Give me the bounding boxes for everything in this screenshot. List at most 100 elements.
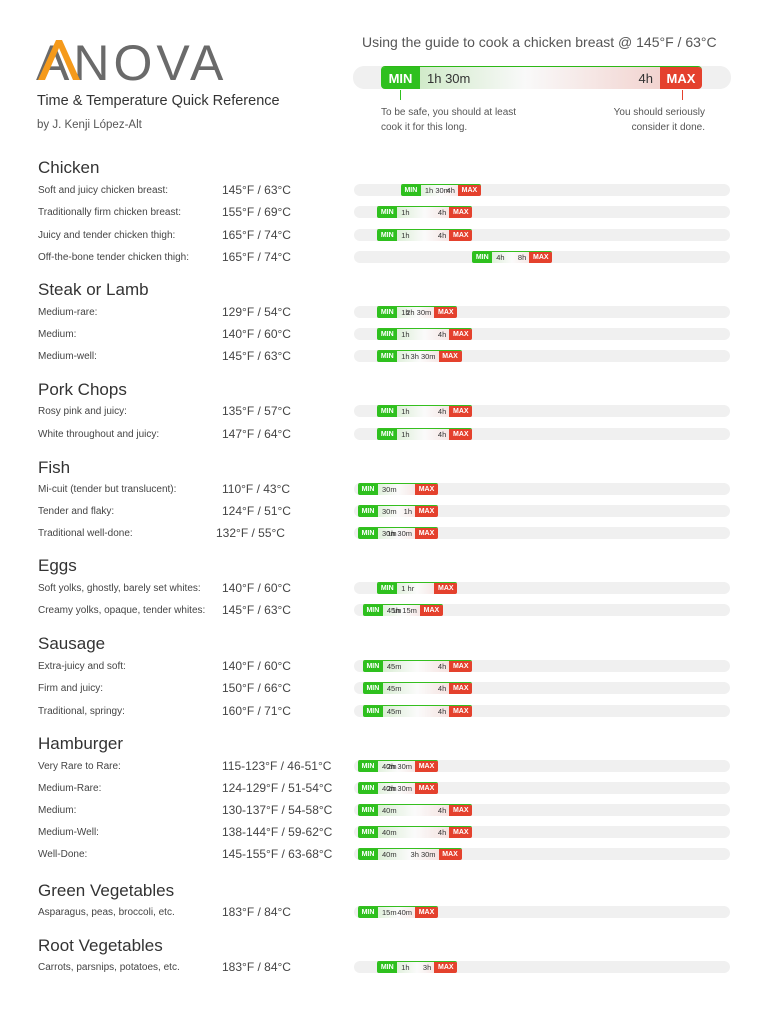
time-track <box>354 483 730 495</box>
time-range-bar: MIN 40m 2h 30m MAX <box>358 782 438 794</box>
max-badge: MAX <box>449 429 473 440</box>
max-badge: MAX <box>529 251 553 263</box>
min-badge: MIN <box>358 761 378 772</box>
example-max-time: 4h <box>638 70 653 86</box>
min-badge: MIN <box>377 307 398 318</box>
row-temperature: 115-123°F / 46-51°C <box>222 759 332 773</box>
min-badge: MIN <box>377 329 398 340</box>
section-title: Fish <box>38 458 71 477</box>
row-temperature: 160°F / 71°C <box>222 703 291 718</box>
row-temperature: 130-137°F / 54-58°C <box>222 803 333 817</box>
max-badge: MAX <box>449 329 473 340</box>
min-badge: MIN <box>377 351 398 362</box>
row-label: Traditional, springy: <box>38 705 125 717</box>
min-badge: MIN <box>362 605 383 616</box>
min-badge: MIN <box>377 229 398 241</box>
time-track <box>354 527 730 539</box>
section-title: Sausage <box>38 634 106 653</box>
time-range-bar: MIN 45m 4h MAX <box>362 682 473 695</box>
min-badge: MIN <box>358 805 378 816</box>
row-temperature: 145-155°F / 63-68°C <box>222 847 333 861</box>
max-badge: MAX <box>457 185 481 196</box>
example-max-note: You should seriously consider it done. <box>613 107 705 133</box>
time-track <box>354 760 730 772</box>
min-time: 40m <box>382 784 397 793</box>
max-time: 3h 30m <box>410 850 436 859</box>
max-badge: MAX <box>449 705 473 717</box>
time-track <box>354 505 730 517</box>
min-badge: MIN <box>362 683 383 695</box>
max-time: 4h <box>437 208 447 218</box>
row-temperature: 145°F / 63°C <box>222 603 291 617</box>
row-temperature: 110°F / 43°C <box>222 482 291 496</box>
max-badge: MAX <box>434 962 458 973</box>
time-range-bar: MIN 1h 3h MAX <box>377 961 458 973</box>
row-temperature: 124°F / 51°C <box>222 504 291 518</box>
row-label: Traditional well-done: <box>38 528 133 539</box>
min-badge: MIN <box>400 185 421 196</box>
max-time: 4h <box>446 186 455 195</box>
time-range-bar: MIN 1 hr MAX <box>377 582 458 594</box>
section-title: Steak or Lamb <box>38 280 149 299</box>
min-badge: MIN <box>377 583 398 594</box>
min-badge: MIN <box>472 251 493 263</box>
min-time: 45m <box>386 684 402 694</box>
time-range-bar: MIN 45m 4h MAX <box>362 660 473 672</box>
min-time: 45m <box>386 662 402 671</box>
time-range-bar: MIN 4h 8h MAX <box>472 250 553 263</box>
max-badge: MAX <box>449 661 473 672</box>
min-badge: MIN <box>362 661 383 672</box>
row-label: Traditionally firm chicken breast: <box>38 207 182 219</box>
row-temperature: 165°F / 74°C <box>222 249 291 264</box>
min-time: 40m <box>382 850 397 859</box>
max-badge: MAX <box>449 207 473 219</box>
row-label: White throughout and juicy: <box>38 429 160 440</box>
guide-example-title: Using the guide to cook a chicken breast… <box>362 34 717 50</box>
max-badge: MAX <box>415 484 438 495</box>
section-title: Green Vegetables <box>38 881 175 900</box>
example-min-tick <box>400 90 401 100</box>
time-range-bar: MIN 40m 3h 30m MAX <box>358 848 462 860</box>
max-badge: MAX <box>434 583 458 594</box>
min-badge: MIN <box>377 429 398 440</box>
time-track <box>354 906 730 918</box>
time-range-bar: MIN 1h 3h 30m MAX <box>377 350 462 362</box>
min-time: 1h 30m <box>424 186 450 195</box>
row-label: Very Rare to Rare: <box>38 761 121 772</box>
max-badge: MAX <box>415 761 438 772</box>
time-range-bar: MIN 40m 4h MAX <box>358 826 473 838</box>
row-label: Rosy pink and juicy: <box>38 406 127 417</box>
time-range-bar: MIN 40m 2h 30m MAX <box>358 760 438 772</box>
row-temperature: 140°F / 60°C <box>222 659 291 673</box>
max-time: 8h <box>517 252 527 262</box>
example-min-time: 1h 30m <box>427 70 471 86</box>
min-time: 40m <box>382 828 397 837</box>
section-title: Root Vegetables <box>38 936 163 955</box>
row-temperature: 145°F / 63°C <box>222 183 291 197</box>
time-range-bar: MIN 1h 4h MAX <box>377 405 473 417</box>
min-time: 15m <box>382 908 397 917</box>
row-label: Medium-rare: <box>38 307 98 318</box>
max-time: 4h <box>437 662 447 671</box>
max-time: 2h 30m <box>386 762 412 771</box>
time-range-bar: MIN 1h 2h 30m MAX <box>377 306 458 318</box>
min-time: 1 hr <box>401 584 415 593</box>
time-range-bar: MIN 1h 4h MAX <box>377 328 473 340</box>
max-badge: MAX <box>449 827 473 838</box>
time-range-bar: MIN 40m 4h MAX <box>358 804 473 816</box>
row-temperature: 165°F / 74°C <box>222 227 291 242</box>
max-time: 1h <box>403 507 412 516</box>
time-track <box>354 604 730 616</box>
example-time-bar: MIN 1h 30m 4h MAX <box>381 66 702 89</box>
row-label: Soft yolks, ghostly, barely set whites: <box>38 583 201 594</box>
max-badge: MAX <box>449 229 473 241</box>
row-label: Tender and flaky: <box>38 506 115 517</box>
min-badge: MIN <box>358 783 378 794</box>
section-title: Pork Chops <box>38 380 127 399</box>
example-max-tick <box>682 90 683 100</box>
row-temperature: 147°F / 64°C <box>222 427 291 441</box>
row-temperature: 183°F / 84°C <box>222 905 291 919</box>
row-temperature: 183°F / 84°C <box>222 960 291 974</box>
min-time: 1h <box>401 330 410 339</box>
max-time: 2h 30m <box>386 784 412 793</box>
